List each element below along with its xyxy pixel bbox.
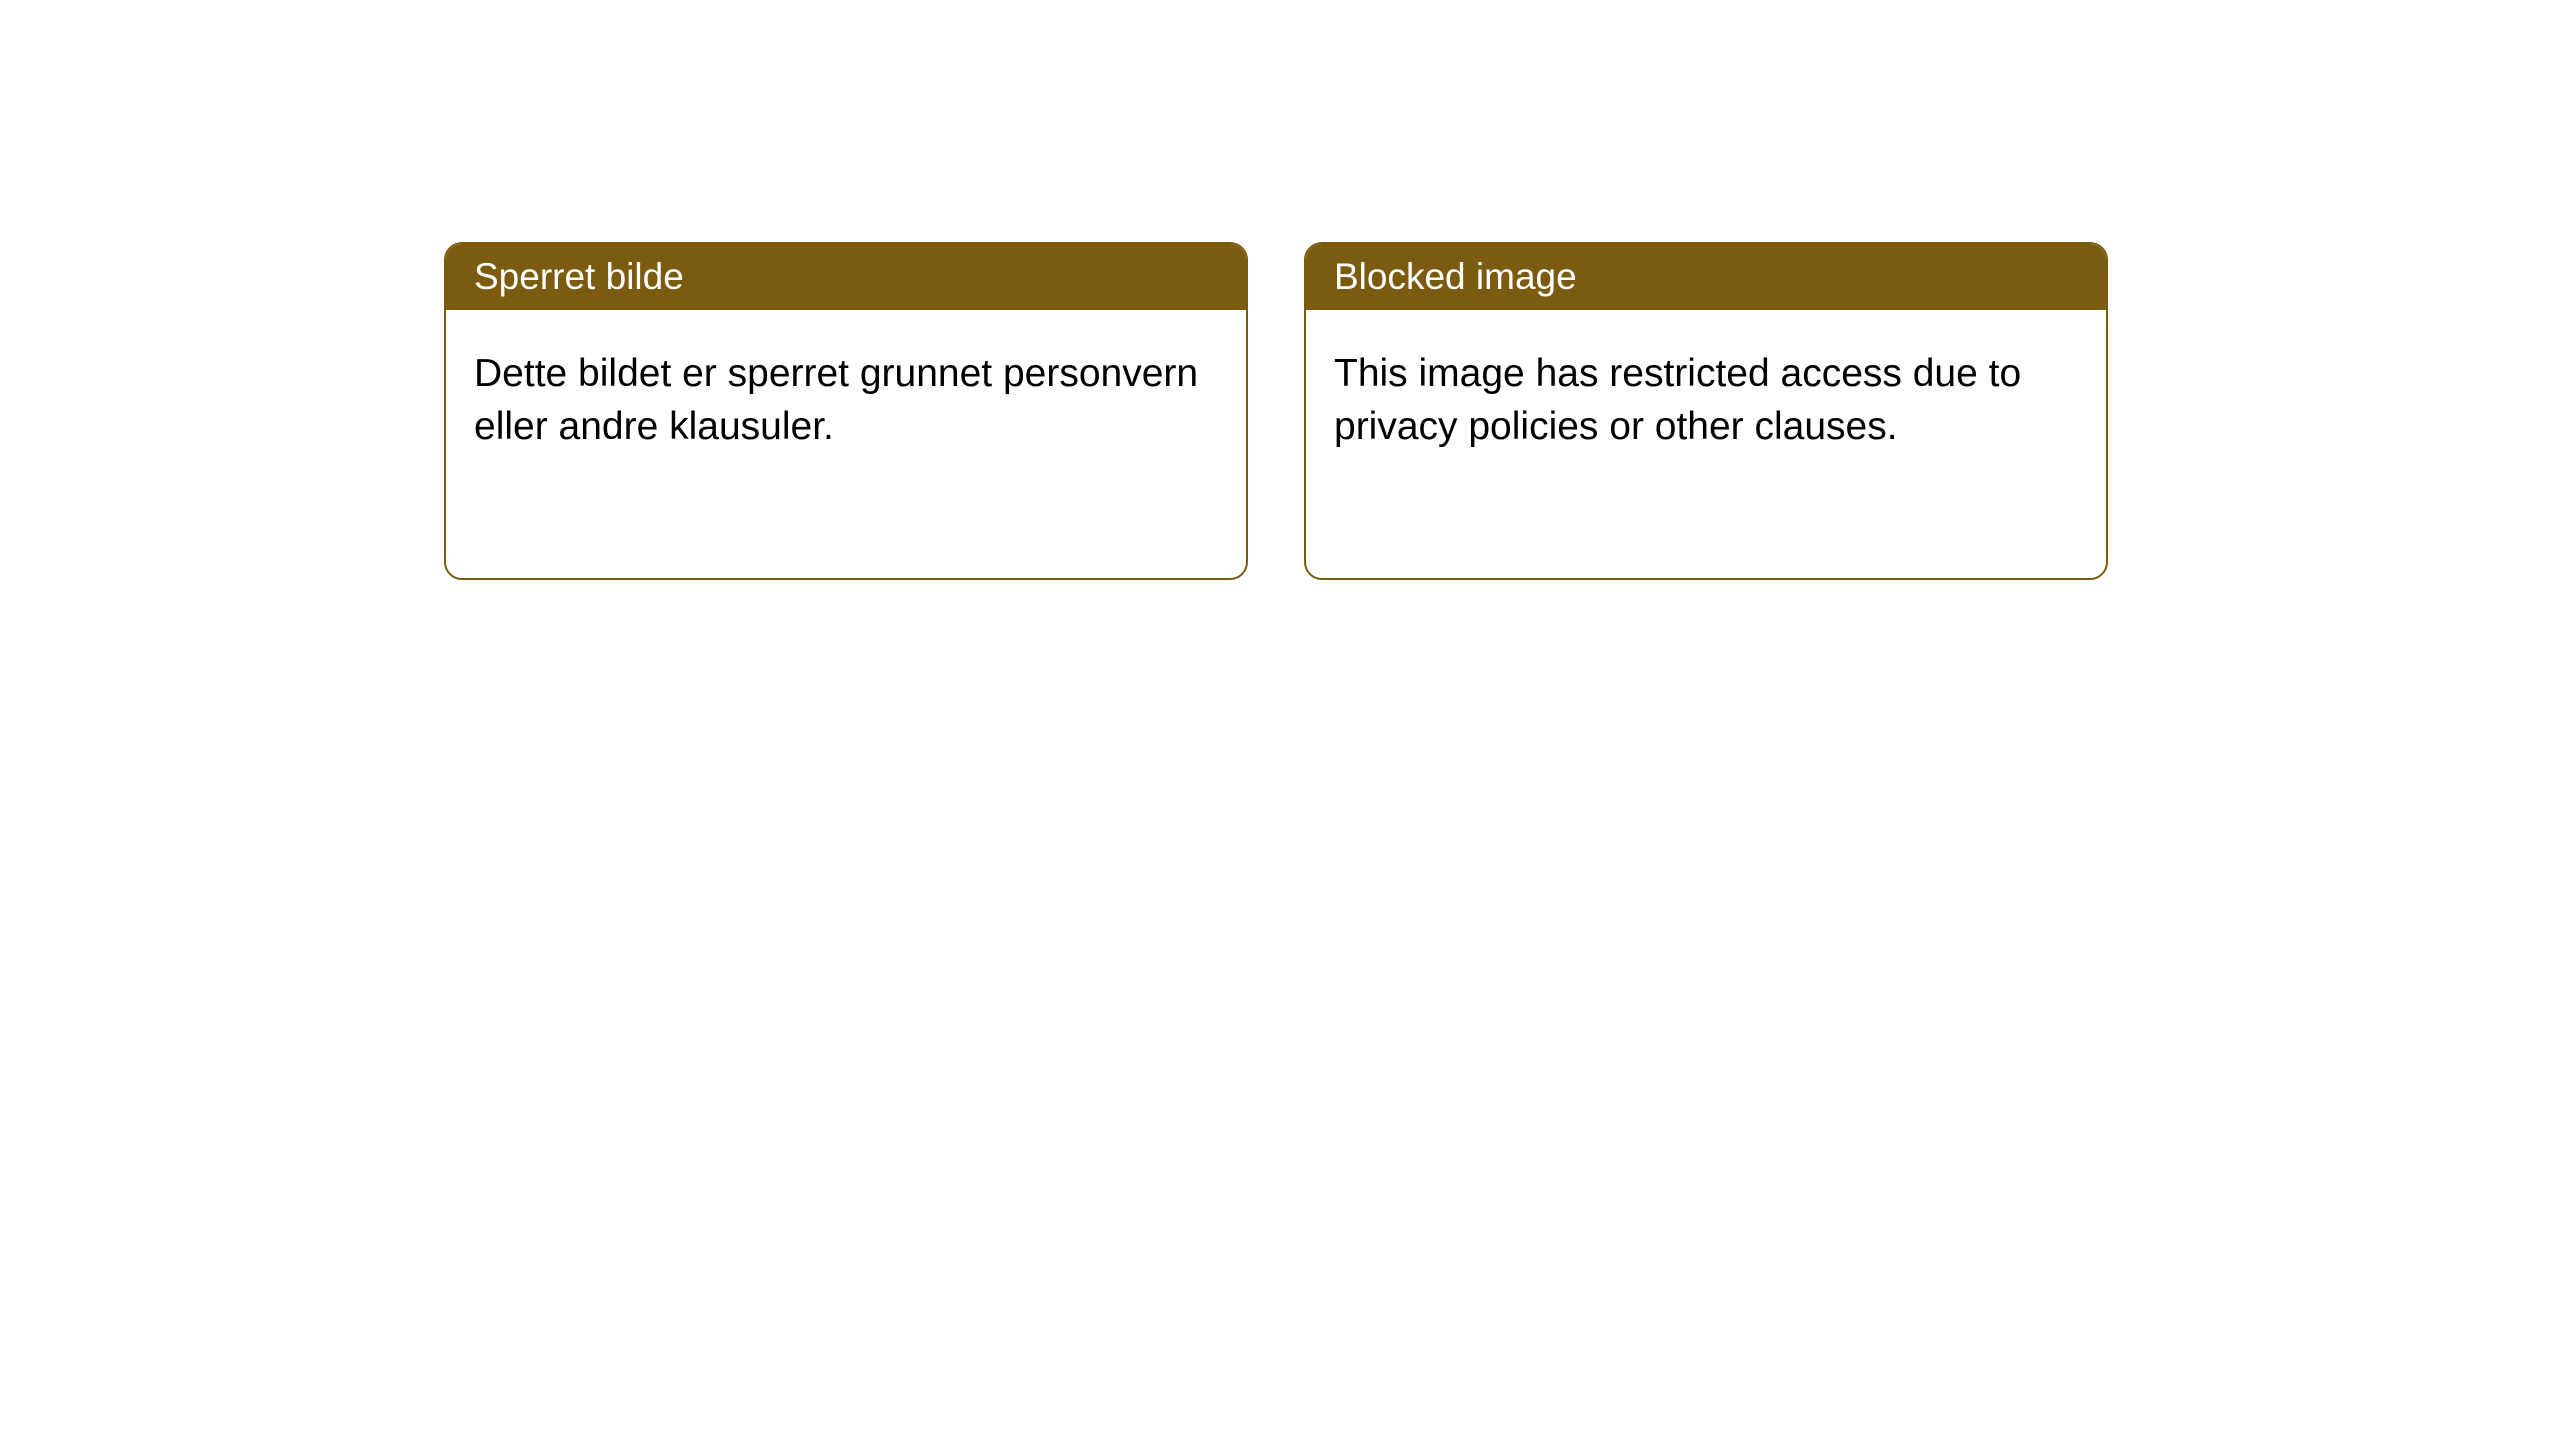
card-body: Dette bildet er sperret grunnet personve… <box>446 310 1246 491</box>
card-title: Blocked image <box>1334 256 1577 297</box>
notice-card-english: Blocked image This image has restricted … <box>1304 242 2108 580</box>
card-body-text: Dette bildet er sperret grunnet personve… <box>474 352 1198 448</box>
card-header: Blocked image <box>1306 244 2106 310</box>
card-title: Sperret bilde <box>474 256 684 297</box>
notice-card-norwegian: Sperret bilde Dette bildet er sperret gr… <box>444 242 1248 580</box>
notice-container: Sperret bilde Dette bildet er sperret gr… <box>0 0 2560 580</box>
card-body: This image has restricted access due to … <box>1306 310 2106 491</box>
card-header: Sperret bilde <box>446 244 1246 310</box>
card-body-text: This image has restricted access due to … <box>1334 352 2021 448</box>
